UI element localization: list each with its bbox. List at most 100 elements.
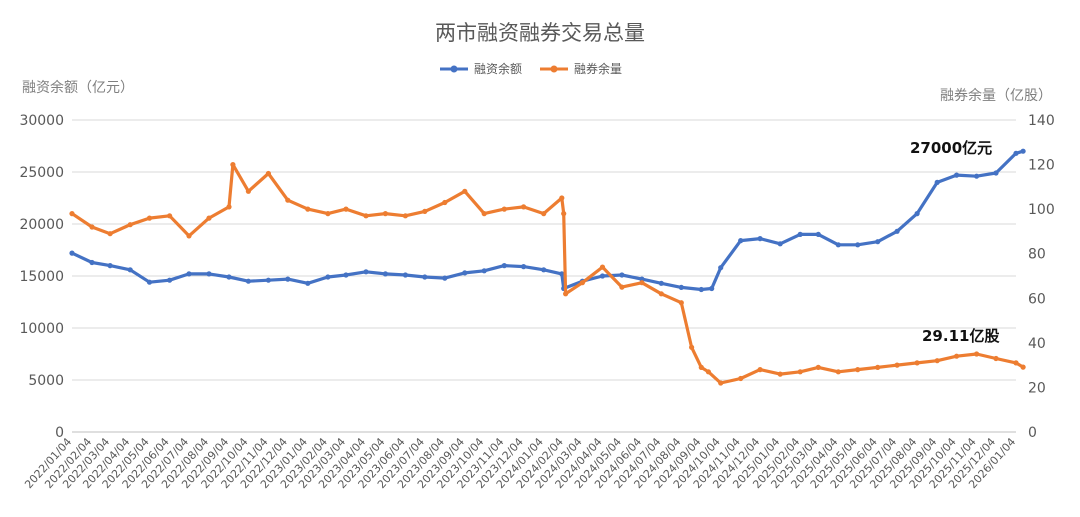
data-point-short-volume (757, 367, 763, 373)
data-point-financing-balance (146, 279, 153, 285)
data-point-short-volume (914, 360, 920, 366)
left-tick-label: 25000 (19, 165, 64, 181)
data-point-financing-balance (501, 263, 507, 269)
data-point-financing-balance (894, 228, 900, 234)
data-point-financing-balance (559, 271, 565, 277)
data-point-financing-balance (835, 242, 841, 248)
data-point-financing-balance (481, 268, 487, 274)
data-point-financing-balance (89, 259, 95, 266)
data-point-short-volume (974, 351, 980, 357)
data-point-short-volume (934, 358, 940, 364)
data-point-financing-balance (658, 280, 664, 286)
data-point-financing-balance (226, 274, 232, 280)
left-axis-title: 融资余额（亿元） (22, 79, 134, 96)
data-point-short-volume (658, 291, 664, 297)
right-tick-label: 140 (1028, 113, 1055, 129)
data-point-short-volume (689, 344, 695, 350)
data-point-short-volume (855, 367, 861, 373)
left-tick-label: 30000 (19, 113, 64, 129)
data-point-short-volume (462, 188, 468, 194)
data-point-financing-balance (698, 286, 704, 293)
data-point-short-volume (442, 199, 448, 206)
data-point-short-volume (285, 197, 291, 203)
data-point-short-volume (107, 231, 113, 237)
data-point-financing-balance (855, 242, 861, 248)
data-point-financing-balance (1020, 148, 1026, 154)
data-point-short-volume (230, 162, 236, 168)
right-tick-label: 20 (1028, 380, 1046, 396)
data-point-financing-balance (402, 272, 408, 278)
left-tick-label: 10000 (19, 321, 64, 337)
x-axis-ticks: 2022/01/042022/02/042022/03/042022/04/04… (22, 435, 1018, 491)
data-point-short-volume (894, 362, 900, 368)
data-point-short-volume (363, 213, 369, 219)
data-point-short-volume (619, 284, 625, 290)
data-point-short-volume (89, 224, 95, 230)
series-layer (69, 148, 1026, 386)
data-point-financing-balance (757, 236, 763, 242)
data-point-short-volume (343, 206, 349, 212)
data-point-short-volume (167, 213, 173, 219)
data-point-financing-balance (875, 239, 881, 245)
data-point-short-volume (402, 213, 408, 219)
legend-label-short-volume: 融券余量 (574, 61, 622, 76)
data-point-financing-balance (167, 277, 173, 283)
right-tick-label: 100 (1028, 202, 1055, 218)
data-point-financing-balance (343, 272, 349, 278)
data-point-financing-balance (245, 278, 251, 284)
data-point-financing-balance (363, 269, 369, 275)
data-point-short-volume (718, 380, 724, 386)
data-point-financing-balance (127, 267, 133, 273)
data-point-short-volume (561, 211, 567, 217)
right-tick-label: 0 (1028, 425, 1037, 441)
data-point-short-volume (579, 280, 586, 286)
annotation-financing-latest: 27000亿元 (910, 139, 992, 157)
data-point-short-volume (993, 355, 999, 362)
data-point-short-volume (738, 375, 744, 382)
data-point-financing-balance (521, 264, 527, 270)
data-point-financing-balance (954, 172, 960, 178)
data-point-financing-balance (422, 274, 428, 280)
right-axis-ticks: 0 20 40 60 80 100 120 140 (1028, 113, 1055, 441)
data-point-short-volume (69, 211, 75, 217)
data-point-financing-balance (738, 238, 744, 244)
data-point-short-volume (563, 291, 569, 297)
data-point-short-volume (305, 206, 311, 212)
right-tick-label: 80 (1028, 247, 1046, 263)
data-point-short-volume (541, 211, 547, 217)
data-point-short-volume (639, 280, 645, 286)
data-point-financing-balance (797, 231, 803, 237)
data-point-financing-balance (619, 272, 625, 278)
left-tick-label: 15000 (19, 269, 64, 285)
data-point-short-volume (422, 208, 428, 214)
data-point-financing-balance (709, 285, 715, 292)
data-point-financing-balance (382, 271, 388, 277)
legend-marker-short-volume (550, 65, 558, 73)
legend: 融资余额 融券余量 (440, 61, 622, 76)
data-point-short-volume (599, 264, 606, 270)
data-point-financing-balance (442, 275, 448, 281)
right-tick-label: 60 (1028, 291, 1046, 307)
data-point-financing-balance (678, 284, 684, 290)
data-point-financing-balance (69, 250, 75, 256)
data-point-short-volume (226, 204, 232, 210)
data-point-short-volume (875, 364, 881, 370)
right-tick-label: 40 (1028, 336, 1046, 352)
data-point-financing-balance (462, 270, 468, 276)
data-point-financing-balance (914, 211, 920, 217)
data-point-short-volume (698, 364, 704, 370)
data-point-financing-balance (186, 271, 192, 277)
data-point-financing-balance (639, 276, 645, 282)
right-tick-label: 120 (1028, 158, 1055, 174)
data-point-financing-balance (815, 231, 821, 237)
legend-marker-financing-balance (450, 65, 458, 73)
data-point-short-volume (127, 222, 133, 228)
data-point-short-volume (705, 369, 712, 375)
data-point-financing-balance (325, 274, 331, 280)
data-point-short-volume (678, 300, 684, 306)
data-point-short-volume (1013, 360, 1019, 366)
data-point-short-volume (206, 215, 212, 221)
series-line-financing-balance (70, 149, 1025, 292)
data-point-short-volume (521, 204, 527, 210)
